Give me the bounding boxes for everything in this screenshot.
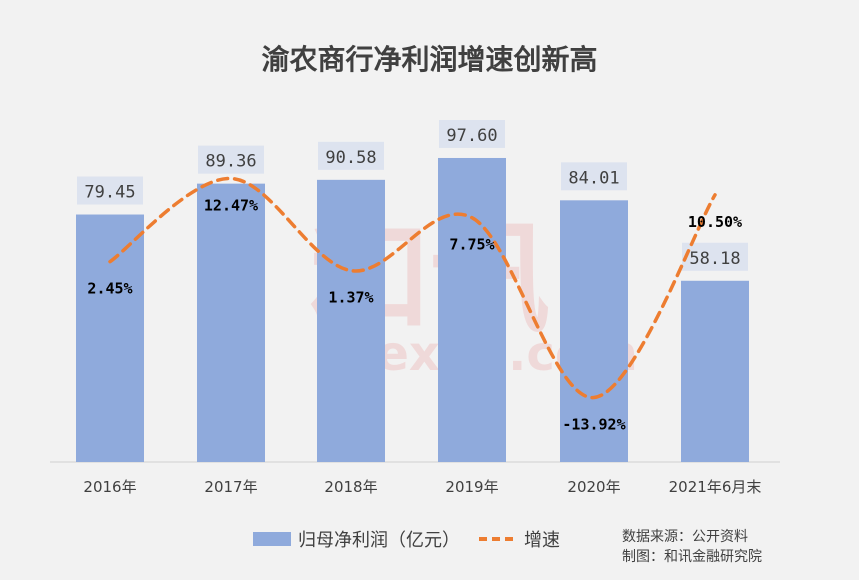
source-note: 数据来源：公开资料 (622, 529, 748, 545)
x-tick-label: 2018年 (324, 478, 377, 496)
growth-label: -13.92% (562, 416, 625, 434)
bar-label: 89.36 (205, 152, 256, 172)
bar-label: 90.58 (325, 148, 376, 168)
legend-bar-swatch (253, 532, 291, 546)
growth-label: 12.47% (204, 196, 258, 214)
growth-label: 1.37% (328, 289, 373, 307)
bar (438, 157, 506, 462)
bar (681, 280, 749, 462)
growth-label: 2.45% (87, 280, 132, 298)
bar-label-box (682, 242, 748, 271)
bar-label: 97.60 (446, 126, 497, 146)
x-tick-label: 2020年 (567, 478, 620, 496)
bar-label-box (198, 145, 264, 174)
legend: 归母净利润（亿元） 增速 (253, 530, 560, 551)
bar (560, 200, 628, 463)
x-tick-label: 2021年6月末 (669, 478, 762, 496)
chart-title: 渝农商行净利润增速创新高 (261, 43, 598, 76)
bar-label-box (561, 162, 627, 191)
bar (317, 179, 385, 462)
bar-label-box (439, 119, 505, 148)
legend-bar-label: 归母净利润（亿元） (298, 530, 460, 551)
growth-line (108, 176, 717, 400)
growth-label: 10.50% (688, 213, 742, 231)
bar-label-box (77, 176, 143, 205)
made-by-note: 制图：和讯金融研究院 (622, 549, 762, 565)
x-tick-label: 2019年 (445, 478, 498, 496)
bar-label: 84.01 (568, 168, 619, 188)
growth-label: 7.75% (449, 236, 494, 254)
bar (76, 214, 144, 462)
legend-line-label: 增速 (524, 530, 560, 551)
bar-label-box (318, 141, 384, 170)
x-tick-label: 2017年 (204, 478, 257, 496)
bar-label: 58.18 (689, 249, 740, 269)
bar (197, 183, 265, 462)
x-tick-label: 2016年 (83, 478, 136, 496)
bar-label: 79.45 (84, 183, 135, 203)
